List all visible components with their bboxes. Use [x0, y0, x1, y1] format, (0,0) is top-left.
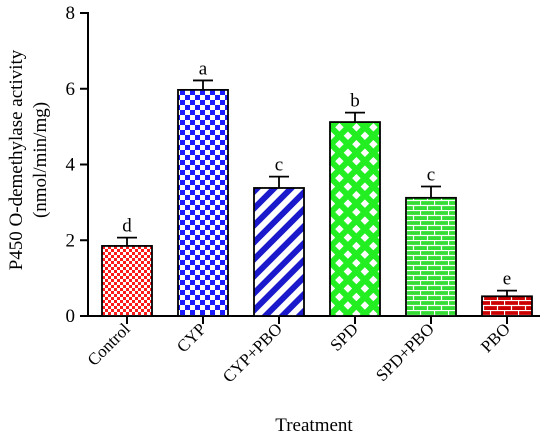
- bar-cyp: [177, 88, 229, 317]
- x-category-label: CYP+PBO: [219, 319, 286, 386]
- significance-letter: c: [275, 155, 283, 176]
- bar-spd: [329, 121, 381, 317]
- y-tick-label: 0: [66, 306, 76, 327]
- x-category-label: SPD: [326, 319, 361, 354]
- bar-control: [101, 245, 153, 317]
- x-category-label: Control: [84, 319, 134, 369]
- bar-cyp-plus-pbo: [253, 187, 305, 317]
- y-tick-label: 4: [66, 155, 76, 176]
- x-axis-categories: Control CYP CYP+PBO SPD SPD+PBO PBO: [84, 316, 514, 386]
- y-tick-label: 2: [66, 230, 76, 251]
- x-axis-title: Treatment: [275, 415, 353, 436]
- y-tick-label: 6: [66, 79, 76, 100]
- significance-letter: a: [199, 58, 208, 79]
- significance-letter: d: [122, 216, 132, 237]
- bar-spd-plus-pbo: [405, 196, 457, 317]
- x-category-label: CYP: [173, 319, 210, 356]
- y-axis-ticks: 0 2 4 6 8: [66, 3, 88, 327]
- significance-letter: b: [350, 91, 360, 112]
- x-category-label: SPD+PBO: [372, 319, 438, 385]
- bars-group: d a c b c e: [101, 58, 533, 317]
- bar-pbo: [481, 295, 533, 317]
- y-tick-label: 8: [66, 3, 76, 24]
- y-axis-title-line2: (nmol/min/mg): [30, 102, 51, 218]
- significance-letter: e: [503, 269, 511, 290]
- x-category-label: PBO: [477, 319, 514, 356]
- y-axis-title-line1: P450 O-demethylase activity: [6, 49, 27, 270]
- significance-letter: c: [427, 164, 435, 185]
